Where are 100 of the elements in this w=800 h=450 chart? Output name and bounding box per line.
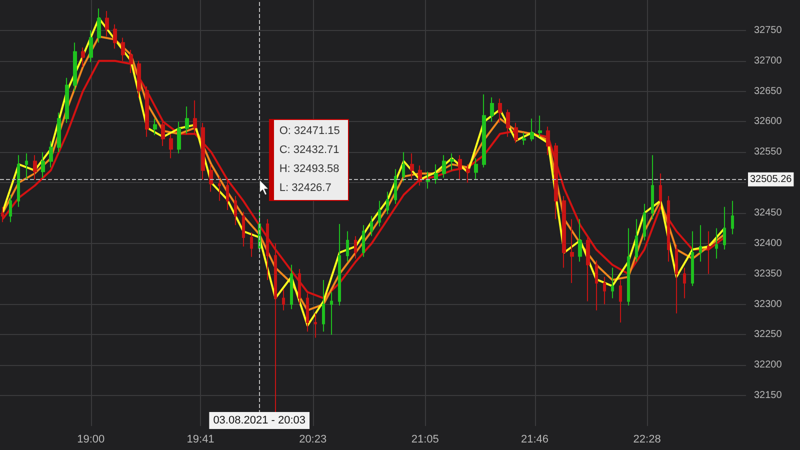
candlestick <box>282 288 285 311</box>
candlestick <box>250 232 253 258</box>
candlestick <box>667 195 670 262</box>
candlestick <box>25 152 28 180</box>
candlestick <box>402 152 405 182</box>
candlestick <box>514 122 518 144</box>
candlestick <box>611 267 614 299</box>
candlestick <box>169 133 173 159</box>
candlestick <box>490 96 494 122</box>
candlestick <box>193 100 197 134</box>
x-tick-label: 20:23 <box>299 434 327 446</box>
candlestick <box>522 132 526 146</box>
candlestick <box>105 10 109 38</box>
candlestick <box>691 230 694 287</box>
x-tick-label: 22:28 <box>633 434 661 446</box>
candlestick <box>97 8 101 44</box>
candlestick <box>683 267 686 299</box>
candlestick <box>226 180 229 210</box>
candlestick <box>474 158 478 180</box>
x-tick-label: 19:00 <box>77 434 105 446</box>
candlestick <box>434 164 438 184</box>
candlestick <box>57 112 61 153</box>
candlestick <box>675 244 678 314</box>
candlestick <box>153 118 157 136</box>
candlestick <box>546 126 550 156</box>
candlestick <box>506 109 510 138</box>
candlestick <box>378 200 381 227</box>
candlestick <box>370 216 373 237</box>
candlestick <box>386 191 389 215</box>
annotation: H: 32493.58 <box>279 162 340 178</box>
candlestick <box>234 195 237 226</box>
ref-line-label: 03.08.2021 - 20:03 <box>213 414 306 426</box>
candlestick <box>65 77 69 124</box>
candlestick <box>418 165 422 186</box>
candlestick <box>450 152 454 171</box>
candlestick <box>41 152 45 178</box>
candlestick <box>81 46 85 68</box>
candlestick <box>651 154 654 220</box>
x-tick-label: 21:05 <box>411 434 439 446</box>
candlestick <box>627 228 630 306</box>
y-tick-label: 32400 <box>754 238 782 249</box>
candlestick <box>314 312 317 338</box>
candlestick <box>113 24 117 50</box>
candlestick <box>562 195 566 268</box>
candlestick <box>242 211 245 247</box>
candlestick <box>603 276 606 305</box>
candlestick <box>707 230 710 274</box>
candlestick <box>482 94 486 168</box>
candlestick <box>73 42 77 92</box>
candlestick <box>49 140 53 168</box>
candlestick <box>659 172 662 208</box>
candlestick <box>699 224 702 262</box>
x-tick-label: 21:46 <box>521 434 549 446</box>
candlestick <box>89 30 93 63</box>
candlestick <box>322 279 325 332</box>
y-tick-label: 32550 <box>754 146 782 158</box>
candlestick <box>185 106 189 134</box>
candlestick <box>17 154 20 208</box>
candlestick <box>554 142 558 220</box>
candlestick <box>731 200 734 235</box>
candlestick <box>410 152 414 180</box>
candlestick <box>394 168 397 204</box>
candlestick <box>635 218 638 262</box>
y-tick-label: 32150 <box>754 390 782 402</box>
candlestick <box>498 98 502 124</box>
y-tick-label: 32700 <box>754 55 782 66</box>
y-tick-label: 32450 <box>754 208 782 218</box>
ref-line-label: 32505.26 <box>750 174 792 185</box>
candlestick <box>715 228 718 260</box>
candlestick <box>209 164 213 192</box>
candlestick <box>595 260 598 311</box>
y-tick-label: 32350 <box>754 268 782 280</box>
y-tick-label: 32250 <box>754 329 782 340</box>
candlestick <box>619 279 622 324</box>
candlestick <box>290 264 293 310</box>
candlestick <box>458 154 462 180</box>
candlestick <box>33 154 37 180</box>
candlestick <box>442 154 446 178</box>
candlestick <box>362 224 365 258</box>
candlestick <box>426 171 430 190</box>
candlestick <box>530 118 534 142</box>
candlestick <box>570 218 574 284</box>
candlestick <box>643 203 646 241</box>
y-tick-label: 32650 <box>754 86 782 97</box>
candlestick <box>354 236 357 260</box>
candlestick <box>723 206 726 250</box>
candlestick <box>466 164 470 184</box>
y-tick-label: 32300 <box>754 298 782 310</box>
x-tick-label: 19:41 <box>186 434 214 446</box>
candlestick <box>338 223 341 306</box>
candlestick <box>145 86 149 138</box>
candlestick <box>161 120 165 147</box>
annotation: C: 32432.71 <box>279 143 340 158</box>
annotation: L: 32426.7 <box>279 181 332 196</box>
candlestick <box>201 122 205 180</box>
candlestick <box>346 230 349 262</box>
y-tick-label: 32200 <box>754 360 782 371</box>
candlestick <box>9 194 12 223</box>
annotation: O: 32471.15 <box>279 124 340 140</box>
candlestick <box>330 292 333 336</box>
